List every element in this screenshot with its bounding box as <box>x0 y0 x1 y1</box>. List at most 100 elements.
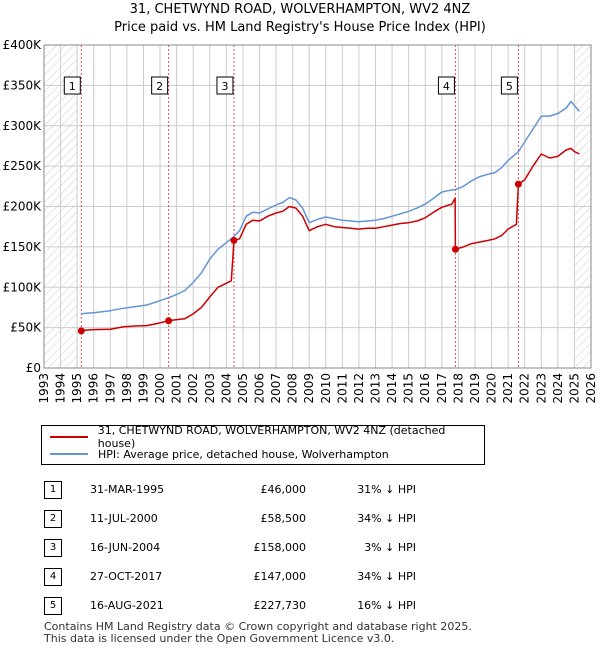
x-tick-label: 2002 <box>186 373 200 404</box>
sale-number: 4 <box>44 567 62 586</box>
sale-number-cell: 4 <box>44 562 90 591</box>
sale-date-cell: 16-AUG-2021 <box>90 591 200 620</box>
sale-price-cell: £158,000 <box>200 533 307 562</box>
sale-marker-label: 2 <box>156 80 163 93</box>
sale-point <box>77 327 85 335</box>
sale-number-cell: 5 <box>44 591 90 620</box>
sale-number: 5 <box>44 596 62 615</box>
hpi-line <box>81 100 580 315</box>
table-row: 3 16-JUN-2004 £158,000 3% ↓ HPI <box>44 533 416 562</box>
sale-hpi-diff: 31% ↓ HPI <box>357 483 416 496</box>
sale-price: £147,000 <box>253 570 307 583</box>
sale-date-cell: 31-MAR-1995 <box>90 475 200 504</box>
sale-price-cell: £58,500 <box>200 504 307 533</box>
x-tick-label: 2023 <box>534 373 548 404</box>
sale-marker-box <box>216 76 234 95</box>
x-tick-label: 2024 <box>551 373 565 404</box>
table-row: 4 27-OCT-2017 £147,000 34% ↓ HPI <box>44 562 416 591</box>
x-tick-label: 2003 <box>203 373 217 404</box>
x-tick-label: 2010 <box>319 373 333 404</box>
y-tick-label: £300K <box>3 119 43 133</box>
sale-point <box>514 180 522 188</box>
x-tick-label: 2021 <box>501 373 515 404</box>
sale-point <box>451 245 459 253</box>
sale-marker-box <box>151 76 169 95</box>
y-tick-label: £0 <box>26 361 41 375</box>
sale-hpi-diff-cell: 34% ↓ HPI <box>306 562 416 591</box>
sale-point <box>230 236 238 244</box>
y-tick-label: £350K <box>3 78 43 92</box>
table-row: 5 16-AUG-2021 £227,730 16% ↓ HPI <box>44 591 416 620</box>
x-tick-label: 2017 <box>435 373 449 404</box>
table-row: 2 11-JUL-2000 £58,500 34% ↓ HPI <box>44 504 416 533</box>
x-tick-label: 2025 <box>567 373 581 404</box>
x-tick-label: 2004 <box>219 373 233 404</box>
x-tick-label: 2020 <box>485 373 499 404</box>
x-tick-label: 2016 <box>418 373 432 404</box>
x-tick-label: 2022 <box>518 373 532 404</box>
chart-legend: 31, CHETWYND ROAD, WOLVERHAMPTON, WV2 4N… <box>41 424 485 465</box>
sale-hpi-diff: 16% ↓ HPI <box>357 599 416 612</box>
y-tick-label: £400K <box>3 38 43 52</box>
plot-border <box>43 44 592 369</box>
sale-hpi-diff: 34% ↓ HPI <box>357 570 416 583</box>
footer: Contains HM Land Registry data © Crown c… <box>44 621 472 645</box>
sale-price: £227,730 <box>253 599 307 612</box>
x-tick-label: 2018 <box>451 373 465 404</box>
x-tick-label: 2012 <box>352 373 366 404</box>
sale-marker-box <box>500 76 518 95</box>
property-price-line <box>81 147 580 332</box>
sale-point <box>165 317 173 325</box>
x-tick-label: 1995 <box>70 373 84 404</box>
x-tick-label: 2015 <box>402 373 416 404</box>
sale-date-cell: 27-OCT-2017 <box>90 562 200 591</box>
x-tick-label: 2008 <box>286 373 300 404</box>
legend-item-hpi: HPI: Average price, detached house, Wolv… <box>50 446 389 462</box>
sale-date: 16-JUN-2004 <box>90 541 161 554</box>
price-chart: 1 2 3 4 5 £0 £50K £100K £150K £200K £250K £300K £35… <box>3 38 598 404</box>
y-tick-label: £100K <box>3 280 43 294</box>
legend-swatch-property <box>50 436 88 438</box>
x-tick-label: 2000 <box>153 373 167 404</box>
chart-subtitle: Price paid vs. HM Land Registry's House … <box>114 20 486 35</box>
y-tick-label: £200K <box>3 200 43 214</box>
x-tick-label: 2001 <box>170 373 184 404</box>
x-tick-label: 1996 <box>87 373 101 404</box>
sale-price: £46,000 <box>260 483 307 496</box>
x-tick-label: 1999 <box>136 373 150 404</box>
x-tick-label: 2013 <box>369 373 383 404</box>
legend-label-property: 31, CHETWYND ROAD, WOLVERHAMPTON, WV2 4N… <box>97 424 446 450</box>
x-tick-label: 2026 <box>584 373 598 404</box>
sale-hpi-diff: 3% ↓ HPI <box>364 541 416 554</box>
sale-date: 16-AUG-2021 <box>90 599 164 612</box>
sale-date-cell: 11-JUL-2000 <box>90 504 200 533</box>
legend-swatch-hpi <box>50 453 88 455</box>
x-tick-label: 2019 <box>468 373 482 404</box>
sale-marker-box <box>63 76 81 95</box>
x-tick-label: 1994 <box>54 373 68 404</box>
sale-date: 27-OCT-2017 <box>90 570 163 583</box>
sale-number-cell: 3 <box>44 533 90 562</box>
x-tick-label: 2009 <box>302 373 316 404</box>
sale-number: 3 <box>44 538 62 557</box>
sale-price: £58,500 <box>260 512 307 525</box>
sale-marker-box <box>437 76 455 95</box>
sale-number: 2 <box>44 509 62 528</box>
sale-number: 1 <box>44 480 62 499</box>
x-tick-label: 2007 <box>269 373 283 404</box>
sale-date: 11-JUL-2000 <box>90 512 158 525</box>
x-tick-label: 1997 <box>103 373 117 404</box>
legend-item-property: 31, CHETWYND ROAD, WOLVERHAMPTON, WV2 4N… <box>50 424 484 450</box>
sale-price-cell: £227,730 <box>200 591 307 620</box>
sale-price: £158,000 <box>253 541 307 554</box>
sale-price-cell: £46,000 <box>200 475 307 504</box>
x-tick-label: 2006 <box>252 373 266 404</box>
sale-marker-label: 3 <box>221 80 228 93</box>
sale-number-cell: 2 <box>44 504 90 533</box>
footer-copyright: Contains HM Land Registry data © Crown c… <box>44 620 472 633</box>
legend-label-hpi: HPI: Average price, detached house, Wolv… <box>98 447 389 461</box>
x-tick-label: 1998 <box>120 373 134 404</box>
x-tick-label: 1993 <box>37 373 51 404</box>
sale-marker-label: 1 <box>69 80 76 93</box>
y-tick-label: £250K <box>3 159 43 173</box>
